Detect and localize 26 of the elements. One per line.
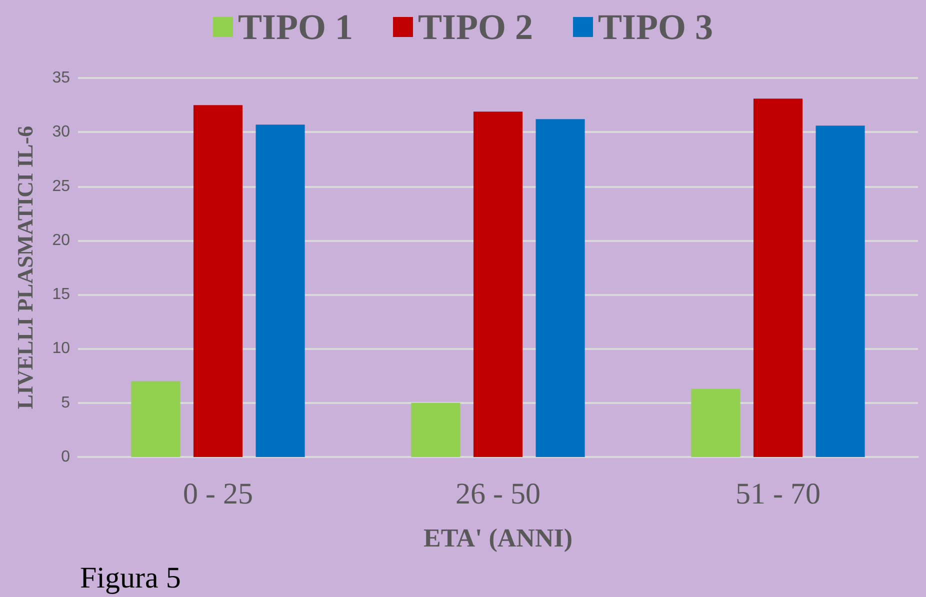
- bar: [816, 126, 865, 457]
- bar: [473, 112, 523, 457]
- y-axis-title: LIVELLI PLASMATICI IL-6: [12, 126, 38, 410]
- legend-label: TIPO 3: [598, 7, 714, 47]
- x-axis-title: ETA' (ANNI): [423, 524, 573, 552]
- legend-label: TIPO 1: [238, 7, 353, 47]
- bar: [193, 105, 243, 457]
- bar: [131, 381, 180, 457]
- y-tick-label: 10: [52, 340, 70, 358]
- bar: [753, 98, 803, 457]
- bar: [411, 402, 460, 457]
- legend-label: TIPO 2: [418, 7, 534, 47]
- y-tick-label: 35: [52, 70, 70, 86]
- x-tick-label: 51 - 70: [736, 478, 820, 510]
- y-tick-label: 25: [52, 178, 70, 195]
- x-tick-label: 0 - 25: [183, 478, 253, 510]
- x-tick-label: 26 - 50: [456, 478, 540, 510]
- y-tick-label: 5: [61, 394, 70, 412]
- y-tick-label: 15: [52, 286, 70, 304]
- bar: [536, 119, 585, 457]
- y-tick-label: 20: [52, 232, 70, 249]
- text: Figura 5: [80, 562, 181, 594]
- y-tick-label: 30: [52, 124, 70, 141]
- y-tick-label: 0: [61, 448, 70, 466]
- bar: [256, 124, 305, 457]
- bar: [691, 388, 740, 457]
